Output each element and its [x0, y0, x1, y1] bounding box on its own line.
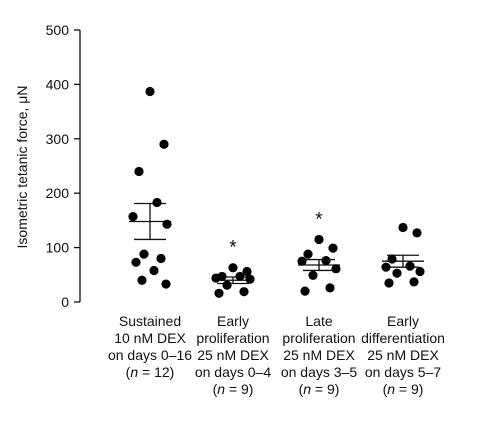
x-n-label: (n = 12) [126, 364, 175, 380]
data-point [245, 274, 255, 284]
data-point [137, 275, 147, 285]
x-category-label: Late proliferation 25 nM DEX on days 3–5 [281, 313, 357, 380]
data-point [214, 288, 224, 298]
significance-marker: * [315, 209, 323, 230]
y-tick-label: 200 [46, 185, 70, 201]
y-tick-label: 0 [61, 294, 69, 310]
y-tick-label: 400 [46, 76, 70, 92]
x-category-label: Sustained 10 nM DEX on days 0–16 [108, 313, 192, 363]
y-tick-label: 100 [46, 240, 70, 256]
data-point [331, 264, 341, 274]
data-point [392, 268, 402, 278]
data-point [387, 254, 397, 264]
data-point [161, 279, 171, 289]
y-axis-label: Isometric tetanic force, μN [14, 86, 30, 249]
data-point [128, 211, 138, 222]
data-point [242, 266, 252, 277]
data-point [384, 278, 394, 288]
data-point [300, 286, 310, 296]
data-point [152, 197, 162, 208]
data-point [412, 228, 422, 238]
data-point [131, 257, 141, 267]
data-point [211, 273, 221, 283]
data-point [162, 219, 172, 229]
data-point [222, 280, 232, 290]
x-category-label: Early proliferation 25 nM DEX on days 0–4 [195, 313, 271, 380]
data-point [235, 271, 245, 282]
data-point [409, 277, 419, 287]
data-point [149, 265, 159, 276]
data-point [145, 86, 155, 97]
y-tick-label: 500 [46, 22, 70, 38]
data-point [239, 287, 249, 297]
data-point [314, 234, 324, 245]
data-point [381, 262, 391, 272]
x-n-label: (n = 9) [299, 381, 340, 397]
data-point [308, 270, 318, 280]
data-point [159, 139, 169, 149]
data-point [297, 256, 307, 266]
x-category-label: Early differentiation 25 nM DEX on days 5–7 [361, 313, 445, 380]
data-point [139, 249, 149, 259]
data-point [321, 256, 331, 266]
data-point [405, 261, 415, 271]
y-tick-label: 300 [46, 131, 70, 147]
data-point [156, 253, 166, 264]
x-n-label: (n = 9) [383, 381, 424, 397]
data-point [415, 266, 425, 277]
data-point [134, 166, 144, 177]
data-point [398, 222, 408, 233]
x-n-label: (n = 9) [213, 381, 254, 397]
significance-marker: * [229, 238, 237, 259]
data-point [303, 249, 313, 259]
data-point [228, 263, 238, 273]
data-point [328, 243, 338, 253]
data-point [325, 283, 335, 293]
